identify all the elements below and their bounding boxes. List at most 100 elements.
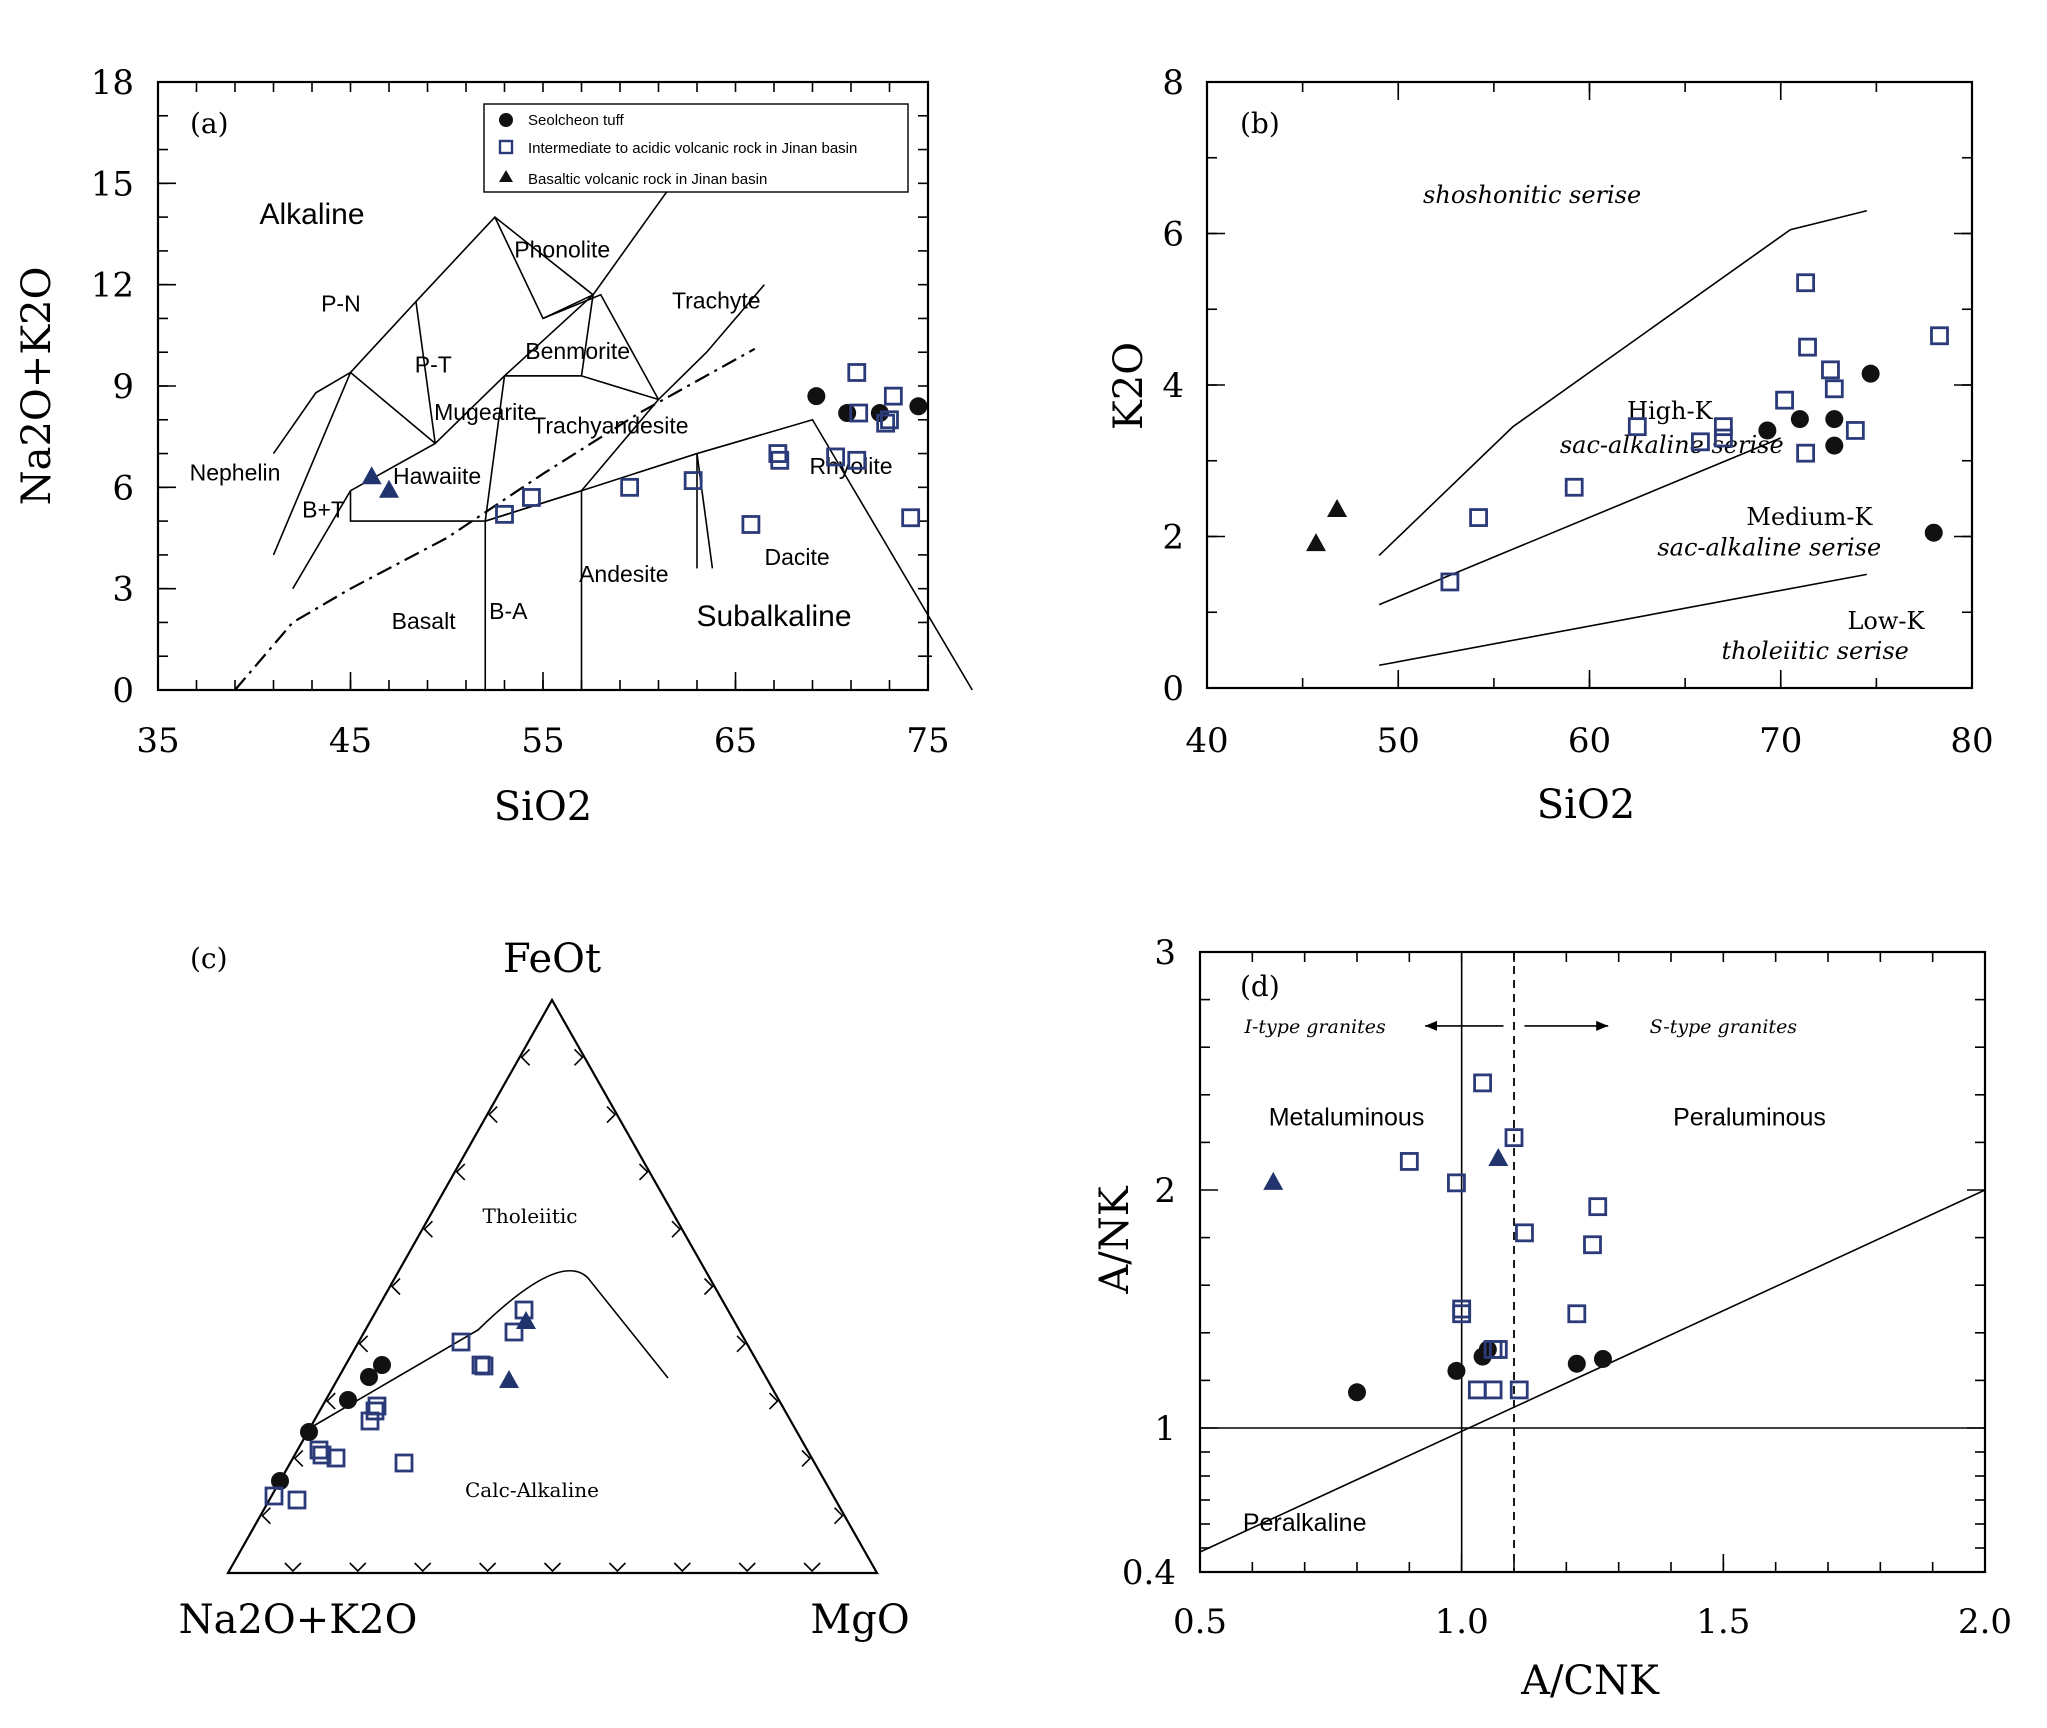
panel-a-letter: (a) — [190, 107, 229, 140]
y-tick-label: 8 — [1162, 63, 1184, 103]
data-point-circle — [1758, 421, 1777, 440]
tas-boundary — [415, 301, 436, 444]
data-point-square — [1691, 432, 1710, 452]
data-point-square — [1796, 273, 1816, 293]
data-point-square — [1440, 572, 1460, 592]
right-edge-tick — [768, 1392, 779, 1410]
panel-b-letter: (b) — [1240, 107, 1280, 140]
tas-boundary — [272, 149, 698, 556]
data-point-square — [683, 471, 703, 490]
series-label: tholeiitic serise — [1721, 637, 1908, 665]
data-point-square — [1821, 360, 1840, 380]
data-point-square — [312, 1445, 332, 1465]
panel-d-field-labels: Metaluminous Peraluminous Peralkaline I-typ… — [1243, 1016, 1826, 1537]
field-label: Trachyte — [672, 287, 761, 313]
panel-c-apex-right: MgO — [810, 1597, 909, 1643]
data-point-triangle — [361, 466, 382, 485]
left-edge-tick — [358, 1335, 369, 1353]
tas-boundary — [580, 294, 594, 376]
data-point-circle — [909, 397, 928, 416]
bottom-edge-tick — [608, 1562, 626, 1573]
y-tick-label: 2 — [1154, 1171, 1176, 1211]
data-point-square — [770, 450, 790, 470]
data-point-square — [876, 413, 896, 433]
data-point-circle — [1861, 364, 1880, 383]
series-label: Medium-K — [1746, 503, 1873, 531]
data-point-triangle — [499, 1370, 519, 1388]
data-point-circle — [1478, 1340, 1497, 1359]
panel-b-tick-labels: 40 50 60 70 80 0 2 4 6 8 — [1162, 63, 1993, 761]
data-point-square — [1483, 1380, 1503, 1400]
x-tick-label: 60 — [1568, 721, 1611, 761]
data-point-circle — [807, 387, 826, 406]
legend-label-basaltic: Basaltic volcanic rock in Jinan basin — [528, 171, 767, 188]
right-edge-tick — [801, 1449, 812, 1467]
x-tick-label: 1.5 — [1696, 1602, 1750, 1642]
data-point-triangle — [516, 1311, 536, 1329]
panel-c-apex-left: Na2O+K2O — [179, 1597, 418, 1643]
data-point-square — [620, 477, 640, 497]
panel-d-tick-labels: 0.5 1.0 1.5 2.0 0.4 1 2 3 — [1122, 933, 2012, 1642]
legend-label-intermediate: Intermediate to acidic volcanic rock in … — [528, 140, 857, 157]
panel-c-afm-ternary: Tholeiitic Calc-Alkaline (c) FeOt Na2O+K2… — [179, 936, 910, 1643]
field-label: P-N — [321, 291, 361, 317]
panel-d-letter: (d) — [1240, 970, 1280, 1003]
data-point-square — [264, 1486, 284, 1506]
field-label: Nephelin — [190, 460, 281, 486]
panel-a-xlabel: SiO2 — [494, 784, 592, 830]
bottom-edge-tick — [738, 1562, 756, 1573]
panel-a-ylabel: Na2O+K2O — [14, 267, 60, 506]
right-edge-tick — [606, 1106, 617, 1124]
right-edge-tick — [833, 1507, 844, 1525]
field-label: Basalt — [392, 608, 457, 634]
series-boundary — [1378, 573, 1867, 667]
panel-b-field-labels: shoshonitic serise High-K sac-alkaline ser… — [1423, 181, 1925, 665]
right-edge-tick — [573, 1048, 584, 1066]
data-point-circle — [1593, 1349, 1612, 1368]
field-label: Trachyandesite — [532, 412, 688, 438]
data-point-square — [1452, 1304, 1472, 1324]
data-point-square — [1627, 417, 1647, 437]
bottom-edge-tick — [284, 1562, 302, 1573]
field-label: B+T — [302, 497, 345, 523]
panel-b-ticks — [1206, 81, 1973, 689]
data-point-triangle — [1488, 1148, 1509, 1167]
data-point-circle — [1825, 410, 1844, 429]
field-label: B-A — [489, 598, 528, 624]
data-point-square — [1567, 1304, 1587, 1324]
x-tick-label: 70 — [1759, 721, 1802, 761]
y-tick-label: 6 — [1162, 215, 1184, 255]
field-label: Peraluminous — [1673, 1104, 1826, 1132]
data-point-circle — [360, 1368, 378, 1386]
data-point-square — [504, 1322, 524, 1342]
field-label: Dacite — [764, 544, 829, 570]
panel-c-points — [264, 1300, 536, 1510]
data-point-square — [451, 1332, 471, 1352]
panel-a-ticks — [157, 81, 932, 691]
data-point-triangle — [1306, 533, 1327, 552]
data-point-square — [1775, 390, 1794, 410]
field-label: S-type granites — [1650, 1016, 1798, 1038]
panel-b-points — [1306, 273, 1949, 592]
data-point-circle — [1790, 410, 1809, 429]
panel-a-points — [361, 363, 928, 534]
data-point-square — [1845, 421, 1865, 440]
panel-c-ticks — [261, 1048, 844, 1573]
data-point-square — [1504, 1128, 1524, 1148]
data-point-circle — [1825, 436, 1844, 455]
data-point-square — [1798, 337, 1817, 357]
data-point-square — [847, 363, 867, 382]
data-point-circle — [339, 1391, 357, 1409]
field-label: Phonolite — [514, 237, 610, 263]
panel-a-field-labels: Alkaline Subalkaline Phonolite P-N Trachyte P… — [190, 198, 893, 634]
right-edge-tick — [638, 1163, 649, 1181]
bottom-edge-tick — [414, 1562, 432, 1573]
panel-c-apex-top: FeOt — [503, 936, 601, 982]
data-point-square — [849, 403, 869, 423]
series-label: Low-K — [1847, 607, 1925, 635]
panel-c-field-labels: Tholeiitic Calc-Alkaline — [465, 1204, 599, 1502]
field-label: Benmorite — [525, 338, 630, 364]
field-label: Tholeiitic — [483, 1204, 578, 1228]
y-tick-label: 0.4 — [1122, 1553, 1176, 1593]
